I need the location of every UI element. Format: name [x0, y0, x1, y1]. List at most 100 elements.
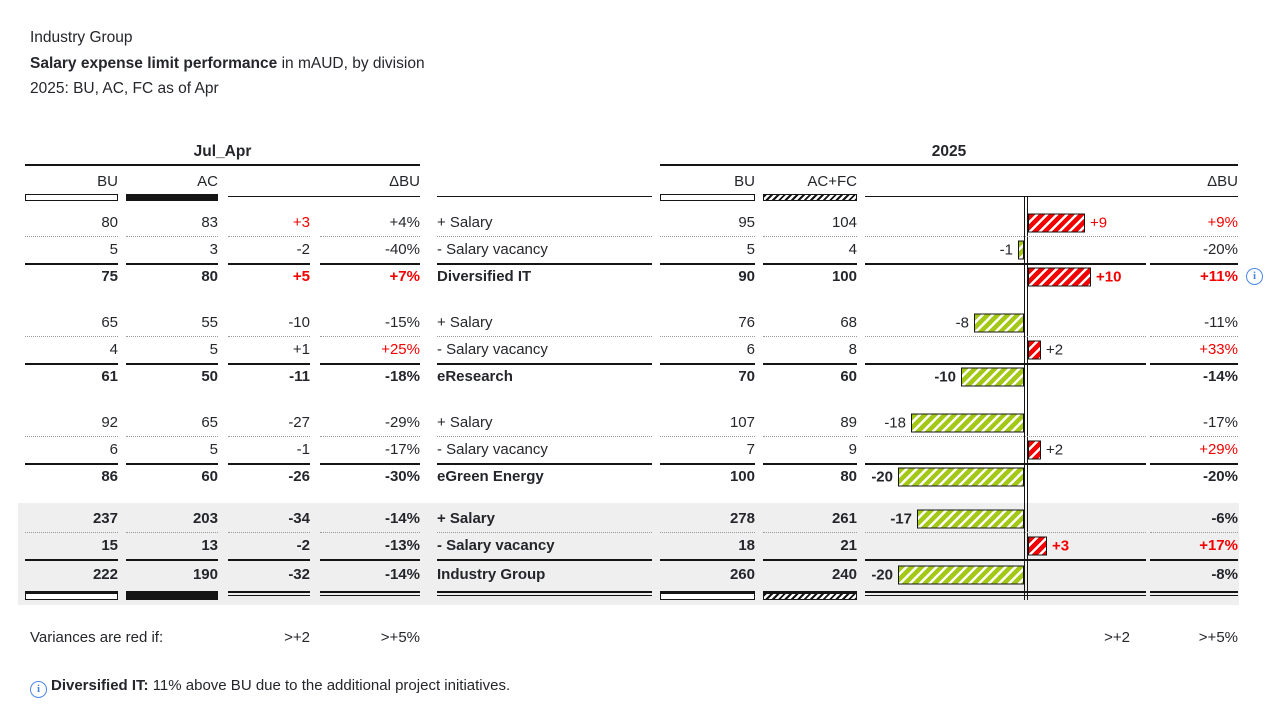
- delta-pct: -14%: [320, 559, 420, 593]
- table-row-total: 86 60 -26 -30% eGreen Energy 100 80 -20 …: [0, 463, 1280, 491]
- bu-value: 15: [25, 532, 118, 561]
- row-label: + Salary: [437, 309, 652, 337]
- ac-value: 5: [126, 336, 218, 365]
- delta-pct-2025: +29%: [1150, 436, 1238, 465]
- bu-2025-value: 6: [660, 336, 755, 365]
- row-label: Diversified IT: [437, 268, 532, 285]
- table-row: 6 5 -1 -17% - Salary vacancy 7 9 +2 +29%: [0, 436, 1280, 465]
- delta-pct: -17%: [320, 436, 420, 465]
- legend-pct-threshold: >+5%: [1198, 629, 1238, 646]
- variance-bar-cell: -1: [865, 236, 1146, 265]
- bar-value-label: +9: [1090, 214, 1108, 231]
- variance-bar-cell: -20: [865, 463, 1146, 491]
- report-org: Industry Group: [30, 29, 133, 46]
- row-label: - Salary vacancy: [437, 532, 652, 561]
- scenario-indicator-row-bottom: [0, 591, 1280, 605]
- ac-value: 60: [201, 468, 218, 485]
- report-title-measure: Salary expense limit performance: [30, 54, 278, 72]
- footer-rule: [1150, 595, 1238, 596]
- bar-value-label: -18: [884, 414, 906, 431]
- bu-value: 4: [25, 336, 118, 365]
- table-row: 65 55 -10 -15% + Salary 76 68 -8 -11%: [0, 309, 1280, 337]
- ac-scenario-bar: [126, 194, 218, 201]
- variance-bar-cell: -20: [865, 559, 1146, 593]
- row-label: - Salary vacancy: [437, 236, 652, 265]
- col-header-bu: BU: [97, 173, 118, 190]
- variance-table: Jul_Apr 2025 BU AC ΔBU BU AC+FC ΔBU 80 8…: [0, 138, 1280, 649]
- bu-value: 5: [25, 236, 118, 265]
- delta-pct-2025: -8%: [1150, 559, 1238, 593]
- acfc-value: 261: [763, 505, 857, 533]
- right-period-header: 2025: [660, 143, 1238, 166]
- delta-pct-2025: +9%: [1150, 209, 1238, 237]
- bu-scenario-bar: [660, 194, 755, 201]
- variance-bar: [1018, 240, 1024, 259]
- left-period-header: Jul_Apr: [25, 143, 420, 166]
- acfc-value: 21: [763, 532, 857, 561]
- bu-value: 61: [101, 368, 118, 385]
- acfc-value: 9: [763, 436, 857, 465]
- acfc-value: 100: [831, 268, 857, 285]
- row-label: - Salary vacancy: [437, 436, 652, 465]
- bu-2025-value: 5: [660, 236, 755, 265]
- ac-value: 190: [126, 559, 218, 593]
- footer-rule: [228, 595, 310, 596]
- ac-value: 50: [201, 368, 218, 385]
- bu-value: 222: [25, 559, 118, 593]
- variance-bar: [1028, 340, 1041, 359]
- delta-pct-2025: -20%: [1202, 468, 1238, 485]
- delta-abs: -11: [289, 368, 310, 385]
- bu-scenario-bar: [25, 593, 118, 600]
- bu-2025-value: 90: [738, 268, 755, 285]
- legend-abs-threshold: >+2: [284, 629, 310, 646]
- delta-pct-2025: -11%: [1150, 309, 1238, 337]
- table-row-total: 75 80 +5 +7% Diversified IT 90 100 +10 +…: [0, 263, 1280, 291]
- bu-2025-value: 260: [660, 559, 755, 593]
- col-header-acfc: AC+FC: [807, 173, 857, 190]
- acfc-value: 89: [763, 409, 857, 437]
- variance-bar-cell: +10: [865, 263, 1146, 291]
- variance-bar: [1028, 440, 1041, 459]
- variance-bar-cell: -18: [865, 409, 1146, 437]
- bu-value: 65: [25, 309, 118, 337]
- report-title-block: Industry Group Salary expense limit perf…: [30, 25, 425, 102]
- bu-2025-value: 7: [660, 436, 755, 465]
- bu-2025-value: 107: [660, 409, 755, 437]
- delta-abs: -26: [288, 468, 310, 485]
- delta-abs: +5: [292, 268, 310, 285]
- variance-bar-cell: +2: [865, 436, 1146, 465]
- footer-rule: [437, 595, 652, 596]
- variance-bar-cell: -8: [865, 309, 1146, 337]
- variance-bar: [898, 467, 1024, 487]
- variance-bar: [1028, 536, 1047, 555]
- legend-pct-threshold: >+5%: [380, 629, 420, 646]
- delta-abs: +3: [228, 209, 310, 237]
- delta-pct-2025: -14%: [1202, 368, 1238, 385]
- period-header-row: Jul_Apr 2025: [0, 138, 1280, 166]
- ac-value: 3: [126, 236, 218, 265]
- delta-pct-2025: +11%: [1200, 268, 1238, 285]
- table-row: 237 203 -34 -14% + Salary 278 261 -17 -6…: [0, 505, 1280, 533]
- table-row-total: 61 50 -11 -18% eResearch 70 60 -10 -14%: [0, 363, 1280, 391]
- acfc-value: 60: [840, 368, 857, 385]
- delta-pct-2025: -17%: [1150, 409, 1238, 437]
- variance-bar: [961, 367, 1024, 387]
- ac-value: 203: [126, 505, 218, 533]
- col-header-bu-2025: BU: [734, 173, 755, 190]
- delta-abs: +1: [228, 336, 310, 365]
- bar-value-label: -20: [871, 468, 893, 486]
- row-label: + Salary: [437, 409, 652, 437]
- acfc-value: 240: [763, 559, 857, 593]
- variance-bar: [1028, 267, 1091, 287]
- variance-bar-cell: -17: [865, 505, 1146, 533]
- bu-2025-value: 18: [660, 532, 755, 561]
- header-rule: [228, 196, 420, 197]
- ac-value: 13: [126, 532, 218, 561]
- delta-abs: -2: [228, 236, 310, 265]
- table-row: 92 65 -27 -29% + Salary 107 89 -18 -17%: [0, 409, 1280, 437]
- variance-bar-cell: +3: [865, 532, 1146, 561]
- info-icon[interactable]: i: [1246, 268, 1263, 285]
- row-label: - Salary vacancy: [437, 336, 652, 365]
- header-rule: [865, 196, 1238, 197]
- delta-pct: -13%: [320, 532, 420, 561]
